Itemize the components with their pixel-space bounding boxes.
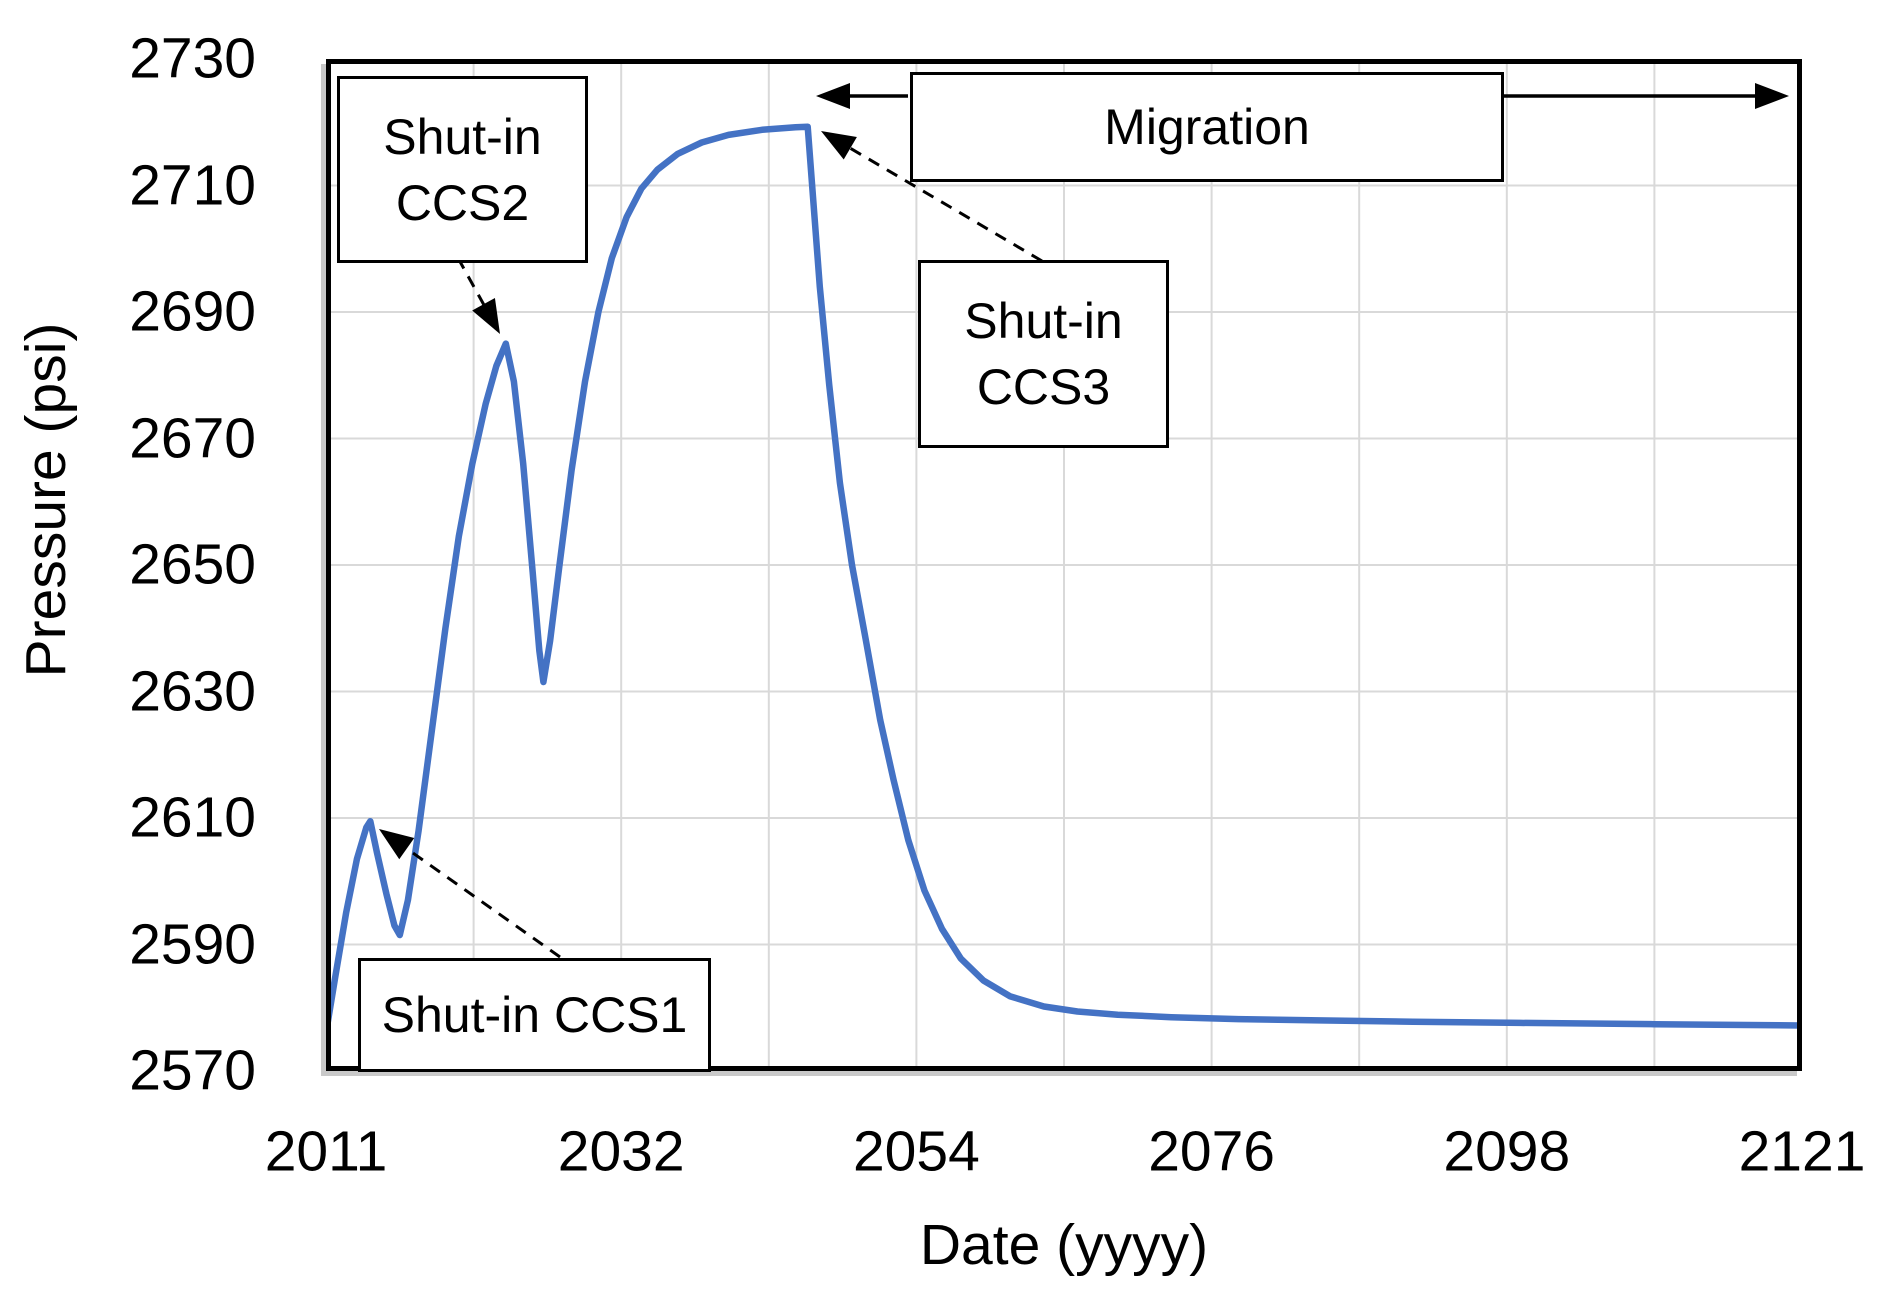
plot-border — [326, 59, 1802, 1071]
y-tick-label: 2610 — [129, 785, 256, 850]
annotation-text: Shut-in — [383, 108, 542, 165]
y-axis-tick-labels: 2570 2590 2610 2630 2650 2670 2690 2710 2730 — [0, 0, 256, 1303]
x-tick-label: 2098 — [1443, 1119, 1571, 1184]
annotation-shut-in-ccs1: Shut-in CCS1 — [358, 958, 711, 1072]
annotation-migration: Migration — [910, 72, 1504, 182]
y-tick-label: 2730 — [129, 26, 256, 91]
x-axis-title: Date (yyyy) — [919, 1213, 1209, 1277]
y-tick-label: 2710 — [129, 153, 256, 217]
annotation-text: CCS2 — [395, 174, 530, 231]
annotation-text: Shut-in CCS1 — [381, 987, 688, 1043]
annotation-text: Shut-in — [964, 293, 1123, 349]
annotation-shut-in-ccs2: Shut-in CCS2 — [337, 76, 588, 263]
y-tick-label: 2630 — [129, 659, 256, 723]
annotation-text: CCS3 — [976, 359, 1111, 415]
x-tick-label: 2011 — [264, 1119, 388, 1184]
x-tick-label: 2121 — [1738, 1119, 1866, 1184]
y-tick-label: 2670 — [129, 406, 256, 470]
annotation-text: Migration — [1104, 99, 1310, 155]
y-tick-label: 2650 — [129, 532, 256, 597]
y-tick-label: 2690 — [129, 279, 256, 344]
x-tick-label: 2076 — [1148, 1119, 1275, 1184]
y-tick-label: 2590 — [129, 912, 256, 976]
x-tick-label: 2054 — [852, 1119, 980, 1184]
annotation-shut-in-ccs3: Shut-in CCS3 — [918, 260, 1169, 448]
x-tick-label: 2032 — [557, 1119, 685, 1184]
y-tick-label: 2570 — [129, 1038, 256, 1103]
